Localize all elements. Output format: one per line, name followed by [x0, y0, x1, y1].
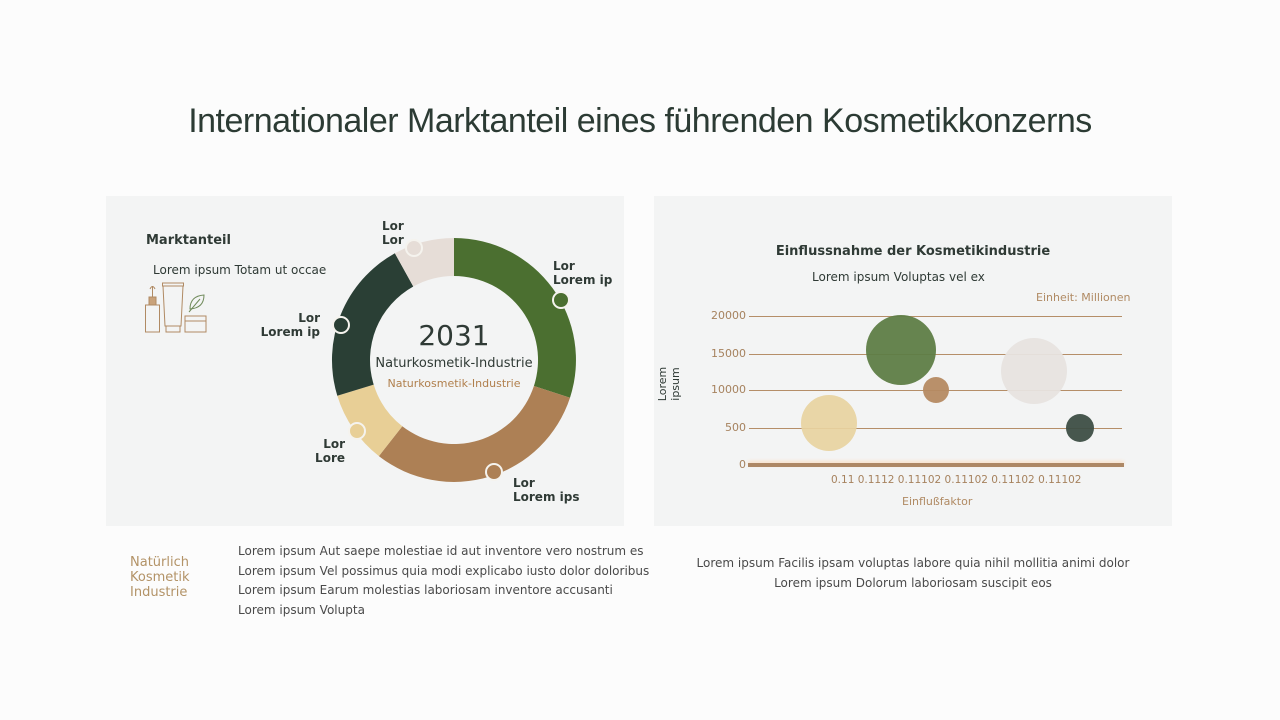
x-axis-label: Einflußfaktor	[902, 495, 973, 508]
marker-brown	[485, 463, 503, 481]
market-share-panel: Marktanteil Lorem ipsum Totam ut occae	[106, 196, 624, 526]
marker-dark	[332, 316, 350, 334]
segment-brown[interactable]	[378, 386, 570, 482]
influence-panel: Einflussnahme der Kosmetikindustrie Lore…	[654, 196, 1172, 526]
x-tick-labels: 0.11 0.1112 0.11102 0.11102 0.11102 0.11…	[831, 474, 1082, 486]
y-tick: 10000	[711, 383, 746, 396]
donut-chart	[331, 238, 576, 482]
bubble[interactable]	[923, 377, 949, 403]
segment-green[interactable]	[454, 238, 576, 398]
bubble[interactable]	[1001, 338, 1067, 404]
note-line: Lorem ipsum Dolorum laboriosam suscipit …	[774, 576, 1052, 590]
marker-light	[405, 239, 423, 257]
y-tick: 20000	[711, 309, 746, 322]
donut-center-sublabel: Naturkosmetik-Industrie	[387, 377, 521, 390]
bubble[interactable]	[866, 315, 936, 385]
unit-label: Einheit: Millionen	[1036, 291, 1131, 304]
marker-beige	[348, 422, 366, 440]
bubble[interactable]	[1066, 414, 1094, 442]
y-tick: 500	[725, 421, 746, 434]
cosmetics-products-icon	[145, 282, 207, 333]
gridline	[749, 316, 1122, 317]
segment-label-dark: Lor Lorem ip	[260, 311, 320, 339]
x-axis-baseline	[748, 463, 1124, 467]
y-tick: 15000	[711, 347, 746, 360]
y-tick: 0	[739, 458, 746, 471]
marker-green	[552, 291, 570, 309]
right-notes: Lorem ipsum Facilis ipsam voluptas labor…	[654, 553, 1172, 593]
notes-body: Lorem ipsum Aut saepe molestiae id aut i…	[238, 542, 649, 620]
panel-subheading: Lorem ipsum Totam ut occae	[153, 263, 327, 277]
note-line: Lorem ipsum Aut saepe molestiae id aut i…	[238, 544, 644, 558]
chart-title: Einflussnahme der Kosmetikindustrie	[775, 244, 1051, 259]
donut-center-label: Naturkosmetik-Industrie	[375, 356, 533, 371]
gridline	[749, 428, 1122, 429]
segment-dark[interactable]	[331, 253, 414, 396]
chart-subtitle: Lorem ipsum Voluptas vel ex	[812, 270, 985, 284]
donut-center-value: 2031	[418, 319, 490, 352]
bubble[interactable]	[801, 395, 857, 451]
panel-heading: Marktanteil	[146, 233, 231, 248]
segment-label-green: Lor Lorem ip	[553, 259, 613, 287]
segment-beige[interactable]	[337, 384, 403, 457]
segment-label-beige: Lor Lore	[315, 437, 345, 465]
segment-label-light: Lor Lor	[382, 219, 404, 247]
segment-label-brown: Lor Lorem ips	[513, 476, 580, 504]
note-line: Lorem ipsum Facilis ipsam voluptas labor…	[696, 556, 1130, 570]
note-line: Lorem ipsum Vel possimus quia modi expli…	[238, 563, 650, 578]
note-line: Lorem ipsum Earum molestias laboriosam i…	[238, 583, 613, 597]
note-line: Lorem ipsum Volupta	[238, 602, 365, 617]
bubble-chart	[801, 315, 1094, 451]
page-title: Internationaler Marktanteil eines führen…	[188, 102, 1092, 140]
notes-side-label: Natürlich Kosmetik Industrie	[130, 555, 190, 600]
